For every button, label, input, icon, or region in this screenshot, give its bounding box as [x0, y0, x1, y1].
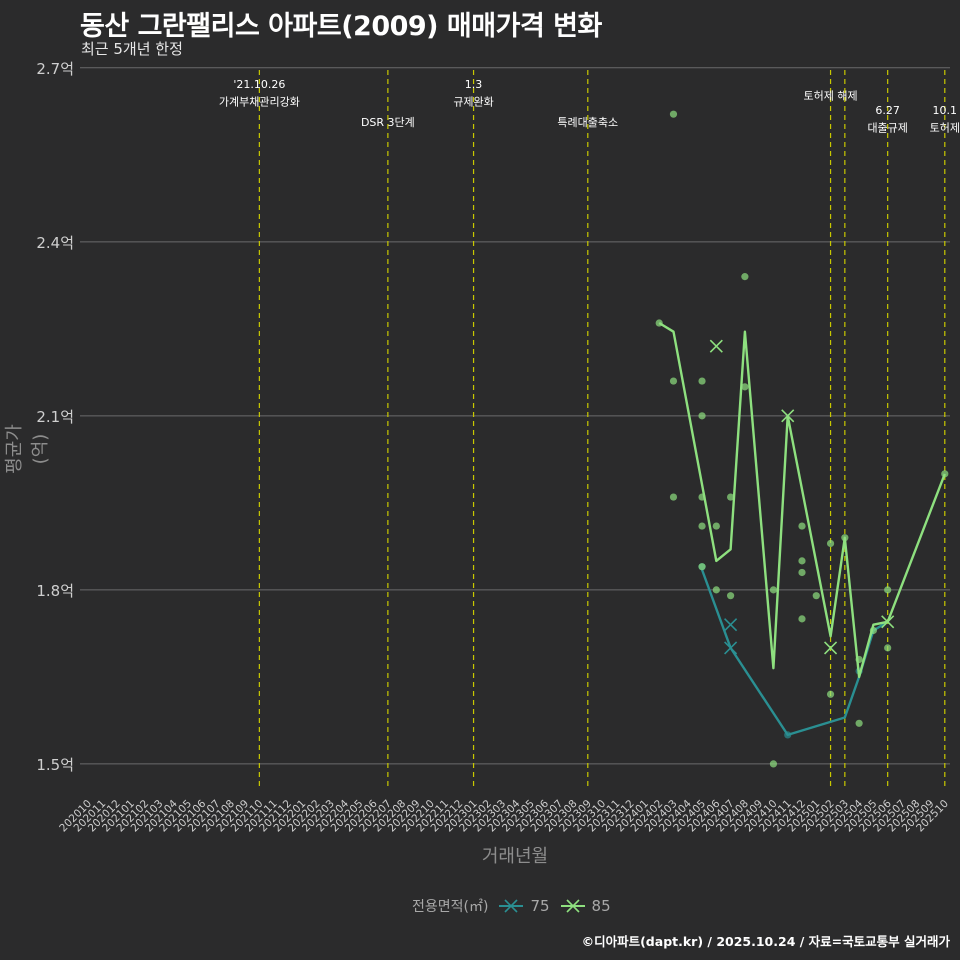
y-tick-label: 1.8억 — [36, 582, 74, 600]
data-point-85 — [712, 586, 720, 594]
legend-item-75: 75 — [498, 897, 550, 915]
data-point-85 — [698, 412, 706, 420]
event-label: DSR 3단계 — [361, 116, 415, 129]
data-point-85 — [669, 377, 678, 385]
event-date-label: 1.3 — [465, 78, 483, 91]
event-date-label: 6.27 — [875, 104, 900, 117]
source-caption: ©디아파트(dapt.kr) / 2025.10.24 / 자료=국토교통부 실… — [581, 934, 950, 949]
data-point-85 — [884, 644, 892, 652]
data-point-85 — [727, 493, 735, 501]
data-point-85 — [855, 719, 863, 727]
y-tick-label: 2.7억 — [36, 60, 74, 78]
data-point-85 — [798, 557, 806, 565]
data-point-85 — [826, 690, 835, 698]
legend: 전용면적(㎡) 75 85 — [412, 896, 621, 916]
data-point-85 — [812, 592, 820, 600]
legend-title: 전용면적(㎡) — [412, 899, 489, 915]
data-point-85 — [669, 110, 678, 118]
data-point-85 — [798, 522, 806, 530]
data-point-85 — [769, 760, 778, 768]
data-point-85 — [669, 493, 678, 501]
chart-subtitle: 최근 5개년 한정 — [81, 40, 183, 58]
legend-label-85: 85 — [591, 897, 611, 915]
event-label: 가계부채관리강화 — [219, 96, 300, 109]
data-point-85 — [798, 615, 806, 623]
y-tick-label: 1.5억 — [36, 756, 74, 774]
legend-label-75: 75 — [530, 897, 550, 915]
event-label: 특례대출축소 — [557, 116, 618, 129]
data-point-85 — [884, 586, 892, 594]
cross-marker-75 — [724, 641, 738, 655]
data-point-85 — [798, 568, 806, 577]
data-point-85 — [727, 592, 735, 600]
cross-marker-85 — [709, 339, 723, 353]
data-point-85 — [698, 522, 706, 530]
data-point-85 — [741, 273, 749, 281]
legend-key-85-icon — [560, 899, 585, 913]
cross-marker-75 — [724, 618, 738, 632]
event-date-label: 10.1 — [933, 104, 958, 117]
data-point-85 — [741, 383, 749, 391]
y-tick-label: 2.1억 — [36, 408, 74, 426]
data-point-85 — [769, 586, 778, 594]
cross-marker-85 — [881, 615, 895, 629]
event-label: 토허제 해제 — [804, 89, 858, 103]
chart-title: 동산 그란팰리스 아파트(2009) 매매가격 변화 — [80, 11, 602, 42]
event-label: 대출규제 — [867, 122, 907, 135]
legend-item-85: 85 — [560, 897, 611, 915]
legend-key-75-icon — [499, 899, 524, 913]
event-label: 토허제 — [930, 122, 960, 135]
data-point-85 — [698, 377, 706, 385]
cross-marker-85 — [781, 409, 795, 423]
data-point-85 — [712, 522, 720, 530]
y-tick-label: 2.4억 — [36, 234, 74, 252]
data-point-85 — [698, 563, 706, 571]
data-point-85 — [826, 539, 835, 548]
cross-marker-85 — [823, 641, 838, 655]
event-date-label: '21.10.26 — [233, 78, 285, 91]
x-axis-title: 거래년월 — [481, 846, 549, 867]
event-label: 규제완화 — [453, 96, 493, 109]
